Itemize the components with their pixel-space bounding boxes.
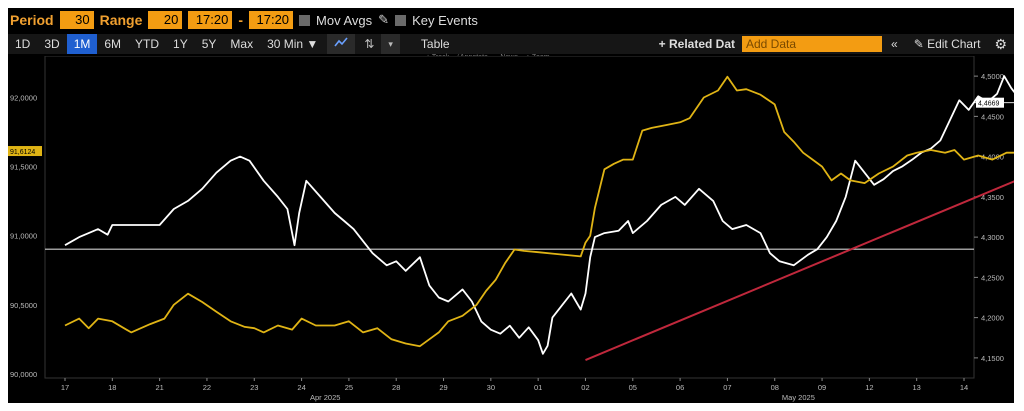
settings-bar: Period 30 Range 20 17:20 - 17:20 Mov Avg… xyxy=(8,8,1014,32)
yellow-series-line xyxy=(64,75,1014,348)
price-chart[interactable]: 92,0000 91,5000 91,0000 90,5000 90,0000 4,500… xyxy=(8,56,1014,403)
table-button[interactable]: Table xyxy=(420,37,450,51)
x-axis-tick-label: 24 xyxy=(297,383,305,392)
x-axis-tick-label: 09 xyxy=(818,383,826,392)
x-axis-month-label: May 2025 xyxy=(782,393,815,402)
x-axis-tick-label: 12 xyxy=(865,383,873,392)
range-button-max[interactable]: Max xyxy=(230,37,254,51)
right-axis-tick-label: 4,1500 xyxy=(981,354,1004,363)
x-axis-tick-label: 07 xyxy=(723,383,731,392)
left-axis-tick-label: 90,0000 xyxy=(10,370,37,379)
key-events-label[interactable]: Key Events xyxy=(412,12,478,28)
x-axis-tick-label: 06 xyxy=(676,383,684,392)
time-to-input[interactable]: 17:20 xyxy=(249,11,294,29)
range-input[interactable]: 20 xyxy=(148,11,183,29)
right-axis-tick-label: 4,3000 xyxy=(981,233,1004,242)
chart-style-icon[interactable]: ⇅ xyxy=(364,37,375,51)
mov-avgs-label[interactable]: Mov Avgs xyxy=(316,12,373,28)
range-button-6m[interactable]: 6M xyxy=(104,37,122,51)
right-axis-tick-label: 4,2000 xyxy=(981,314,1004,323)
right-last-value-box xyxy=(976,97,1004,108)
trend-arrow-line xyxy=(585,180,1014,361)
key-events-checkbox[interactable] xyxy=(395,14,407,26)
x-axis-tick-label: 17 xyxy=(61,383,69,392)
right-axis-tick-label: 4,2500 xyxy=(981,273,1004,282)
x-axis-tick-label: 14 xyxy=(960,383,968,392)
range-button-ytd[interactable]: YTD xyxy=(135,37,160,51)
timeframe-bar: 1D 3D 1M 6M YTD 1Y 5Y Max 30 Min ▼ ⇅ ▾ T… xyxy=(8,34,1014,54)
right-axis-tick-label: 4,4500 xyxy=(981,112,1004,121)
style-dropdown-icon[interactable]: ▾ xyxy=(381,34,400,54)
period-label: Period xyxy=(10,12,54,28)
left-axis-tick-label: 92,0000 xyxy=(10,93,37,102)
x-axis-tick-label: 18 xyxy=(108,383,116,392)
gear-icon[interactable]: ⚙ xyxy=(994,36,1007,52)
edit-chart-button[interactable]: ✎ Edit Chart xyxy=(907,34,988,54)
x-axis-tick-label: 01 xyxy=(534,383,542,392)
x-axis-tick-label: 05 xyxy=(629,383,637,392)
plot-area xyxy=(44,56,975,379)
range-button-1y[interactable]: 1Y xyxy=(173,37,188,51)
time-from-input[interactable]: 17:20 xyxy=(188,11,233,29)
line-chart-icon[interactable] xyxy=(327,34,356,54)
right-axis-tick-label: 4,5000 xyxy=(981,72,1004,81)
range-button-3d[interactable]: 3D xyxy=(44,37,60,51)
x-axis-tick-label: 22 xyxy=(203,383,211,392)
right-axis-tick-label: 4,4000 xyxy=(981,153,1004,162)
range-button-1m[interactable]: 1M xyxy=(66,34,98,54)
x-axis-tick-label: 29 xyxy=(439,383,447,392)
range-button-1d[interactable]: 1D xyxy=(15,37,31,51)
x-axis-tick-label: 13 xyxy=(913,383,921,392)
add-data-input[interactable]: Add Data xyxy=(742,36,882,52)
pencil-icon[interactable]: ✎ xyxy=(378,12,390,27)
x-axis-tick-label: 23 xyxy=(250,383,258,392)
x-axis-month-label: Apr 2025 xyxy=(310,393,340,402)
x-axis-tick-label: 21 xyxy=(155,383,163,392)
related-data-button[interactable]: + Related Dat xyxy=(658,37,735,51)
time-separator: - xyxy=(238,12,244,28)
range-label: Range xyxy=(99,12,143,28)
left-axis-tick-label: 90,5000 xyxy=(10,301,37,310)
mov-avgs-checkbox[interactable] xyxy=(299,14,311,26)
left-last-value-box xyxy=(8,146,42,157)
x-axis-tick-label: 02 xyxy=(581,383,589,392)
white-series-line xyxy=(64,75,1014,355)
x-axis-tick-label: 25 xyxy=(345,383,353,392)
pencil-icon: ✎ xyxy=(913,37,928,51)
x-axis-tick-label: 08 xyxy=(771,383,779,392)
interval-dropdown[interactable]: 30 Min ▼ xyxy=(267,37,319,51)
x-axis-tick-label: 30 xyxy=(487,383,495,392)
right-axis-tick-label: 4,3500 xyxy=(981,193,1004,202)
collapse-icon[interactable]: « xyxy=(891,37,898,51)
range-button-5y[interactable]: 5Y xyxy=(201,37,217,51)
edit-chart-label: Edit Chart xyxy=(927,37,981,51)
left-axis-tick-label: 91,0000 xyxy=(10,232,37,241)
x-axis-tick-label: 28 xyxy=(392,383,400,392)
period-input[interactable]: 30 xyxy=(59,11,94,29)
left-axis-tick-label: 91,5000 xyxy=(10,163,37,172)
left-last-value-label: 91,6124 xyxy=(10,149,35,156)
chart-window: Period 30 Range 20 17:20 - 17:20 Mov Avg… xyxy=(8,8,1014,403)
right-last-value-label: 4,4669 xyxy=(978,101,1000,108)
